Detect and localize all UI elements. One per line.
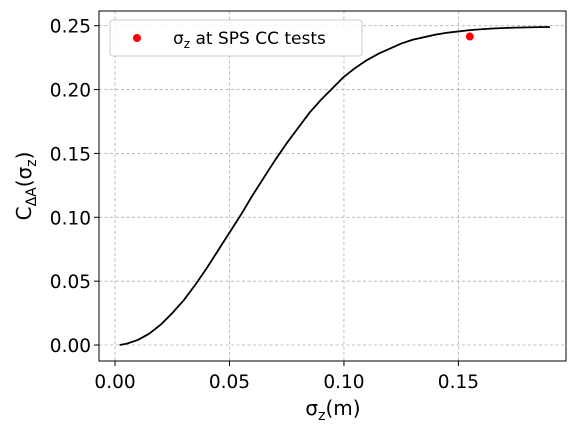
- y-axis-label-sub: ΔA: [24, 187, 40, 207]
- legend-marker: [133, 34, 141, 42]
- legend-label: σz at SPS CC tests: [173, 29, 326, 51]
- y-axis-label-tail: (σ: [12, 166, 36, 187]
- legend-box: [109, 19, 363, 57]
- x-tick-label: 0.00: [94, 372, 135, 393]
- scatter-point: [465, 32, 474, 41]
- y-axis-label-main: C: [12, 206, 36, 220]
- y-tick-label: 0.15: [50, 144, 91, 165]
- y-tick-label: 0.20: [50, 81, 91, 102]
- y-tick-label: 0.05: [50, 272, 91, 293]
- y-ticks: 0.00 0.05 0.10 0.15 0.20 0.25: [50, 17, 99, 357]
- x-axis-label-sub: z: [318, 408, 325, 424]
- x-axis-label-main: σ: [305, 396, 318, 420]
- legend-label-main: σ: [173, 29, 184, 49]
- legend-label-sub: z: [184, 37, 190, 51]
- x-tick-label: 0.15: [438, 372, 479, 393]
- y-axis-label: CΔA(σz): [12, 152, 40, 221]
- y-tick-label: 0.00: [50, 336, 91, 357]
- y-tick-label: 0.25: [50, 17, 91, 38]
- grid: [99, 11, 566, 361]
- x-axis-label-tail: (m): [325, 396, 360, 420]
- series-layer: [119, 26, 550, 346]
- legend: σz at SPS CC tests: [109, 19, 363, 57]
- series-line: [119, 26, 550, 346]
- x-tick-label: 0.05: [209, 372, 250, 393]
- x-axis-label: σz(m): [305, 396, 360, 424]
- plot-frame: [98, 10, 567, 362]
- x-tick-label: 0.10: [323, 372, 364, 393]
- legend-label-tail: at SPS CC tests: [190, 29, 326, 49]
- y-axis-label-tail2: ): [12, 152, 36, 160]
- y-tick-label: 0.10: [50, 208, 91, 229]
- y-axis-label-sub2: z: [24, 159, 40, 166]
- x-ticks: 0.00 0.05 0.10 0.15: [94, 361, 479, 393]
